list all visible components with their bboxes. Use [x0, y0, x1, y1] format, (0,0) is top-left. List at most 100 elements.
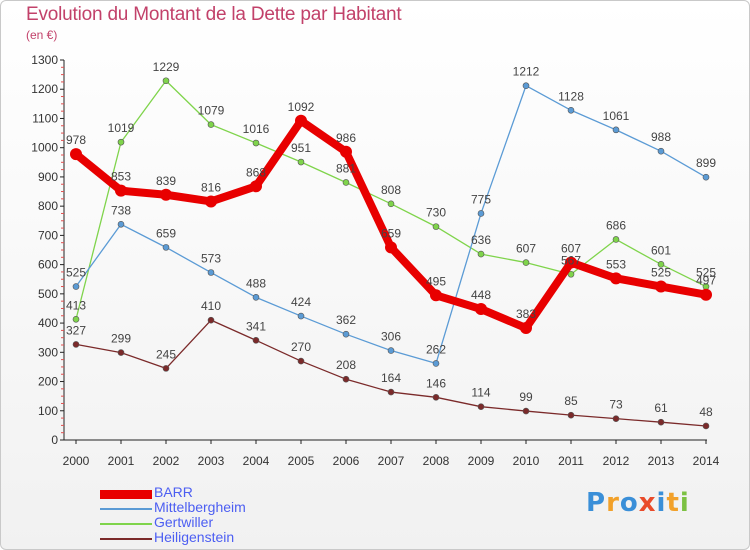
data-point-mittelbergheim	[72, 283, 80, 290]
data-point-heiligenstein	[387, 388, 395, 396]
series-layer	[70, 77, 712, 430]
y-tick-label: 100	[38, 404, 58, 418]
y-tick-label: 500	[38, 287, 58, 301]
data-point-gertwiller	[117, 138, 125, 146]
y-tick-label: 600	[38, 258, 58, 272]
data-label-mittelbergheim: 659	[156, 226, 176, 240]
data-label-gertwiller: 607	[516, 242, 536, 256]
legend-label: Mittelbergheim	[154, 499, 246, 515]
data-point-barr	[385, 241, 397, 254]
data-point-heiligenstein	[522, 407, 530, 415]
data-point-mittelbergheim	[432, 360, 440, 367]
data-point-gertwiller	[252, 139, 260, 147]
data-point-gertwiller	[342, 179, 350, 186]
x-tick-label: 2007	[378, 454, 405, 468]
data-label-heiligenstein: 208	[336, 358, 356, 372]
data-point-mittelbergheim	[567, 106, 575, 114]
data-point-gertwiller	[387, 200, 395, 208]
data-point-gertwiller	[477, 250, 485, 258]
data-label-gertwiller: 1016	[243, 122, 270, 136]
data-label-gertwiller: 808	[381, 183, 401, 197]
x-tick-label: 2004	[243, 454, 270, 468]
data-label-heiligenstein: 299	[111, 332, 131, 346]
data-point-gertwiller	[207, 121, 215, 128]
data-label-mittelbergheim: 262	[426, 342, 446, 356]
data-label-gertwiller: 730	[426, 206, 446, 220]
data-label-barr: 607	[561, 242, 581, 256]
data-label-heiligenstein: 61	[654, 401, 668, 415]
x-tick-label: 2014	[693, 454, 720, 468]
data-point-mittelbergheim	[297, 312, 305, 320]
y-tick-label: 1200	[31, 82, 58, 96]
proxiti-logo: Proxiti	[586, 488, 690, 518]
x-tick-label: 2009	[468, 454, 495, 468]
data-label-mittelbergheim: 525	[66, 266, 86, 280]
y-tick-label: 400	[38, 316, 58, 330]
data-label-mittelbergheim: 1212	[513, 65, 540, 79]
data-label-gertwiller: 567	[561, 253, 581, 267]
data-point-heiligenstein	[162, 365, 170, 372]
data-label-mittelbergheim: 306	[381, 330, 401, 344]
x-tick-label: 2008	[423, 454, 450, 468]
data-label-barr: 525	[651, 266, 671, 280]
data-label-heiligenstein: 114	[471, 386, 490, 400]
data-label-mittelbergheim: 1128	[558, 89, 584, 103]
x-tick-label: 2011	[558, 454, 584, 468]
data-point-mittelbergheim	[522, 82, 530, 90]
x-tick-label: 2000	[63, 454, 90, 468]
data-point-heiligenstein	[432, 394, 440, 401]
chart-title: Evolution du Montant de la Dette par Hab…	[26, 4, 402, 25]
y-tick-label: 300	[38, 345, 58, 359]
data-label-barr: 853	[111, 170, 131, 184]
data-point-heiligenstein	[207, 316, 215, 324]
data-label-heiligenstein: 85	[564, 394, 578, 408]
data-labels: 327 299 245 410 341 270 208 164 146 114 99 85 73 61 48…	[66, 60, 716, 419]
data-point-heiligenstein	[252, 337, 260, 344]
data-label-gertwiller: 1229	[153, 60, 180, 74]
data-point-mittelbergheim	[657, 147, 665, 155]
data-label-barr: 1092	[288, 100, 315, 114]
data-point-gertwiller	[522, 259, 530, 266]
y-tick-label: 1000	[31, 141, 58, 155]
data-point-heiligenstein	[657, 418, 665, 426]
data-label-barr: 868	[246, 165, 266, 179]
data-point-gertwiller	[162, 77, 170, 85]
x-tick-label: 2012	[603, 454, 630, 468]
data-point-mittelbergheim	[207, 269, 215, 276]
data-point-mittelbergheim	[342, 330, 350, 338]
data-label-barr: 986	[336, 131, 356, 145]
logo-letter: P	[586, 488, 607, 518]
data-label-mittelbergheim: 738	[111, 203, 131, 217]
data-label-mittelbergheim: 362	[336, 313, 356, 327]
legend-swatch	[100, 538, 152, 540]
logo-letter: i	[656, 488, 667, 518]
data-label-barr: 659	[381, 226, 401, 240]
data-point-gertwiller	[657, 261, 665, 268]
data-point-barr	[295, 114, 307, 127]
data-point-barr	[340, 145, 352, 158]
data-label-mittelbergheim: 573	[201, 252, 221, 266]
data-point-barr	[250, 180, 262, 193]
data-point-barr	[475, 303, 487, 316]
y-tick-label: 200	[38, 375, 58, 389]
data-label-barr: 383	[516, 307, 536, 321]
logo-letter: r	[606, 488, 620, 518]
data-label-mittelbergheim: 988	[651, 130, 671, 144]
data-point-gertwiller	[432, 223, 440, 230]
data-point-gertwiller	[567, 270, 575, 278]
data-point-mittelbergheim	[702, 173, 710, 181]
data-label-heiligenstein: 327	[66, 323, 86, 337]
data-point-heiligenstein	[297, 357, 305, 365]
data-point-barr	[70, 148, 82, 161]
y-tick-label: 1100	[32, 111, 58, 125]
data-point-gertwiller	[297, 158, 305, 166]
data-point-heiligenstein	[702, 422, 710, 430]
logo-letter: o	[619, 488, 639, 518]
data-label-gertwiller: 413	[66, 298, 86, 312]
data-label-barr: 497	[696, 274, 716, 288]
data-point-barr	[160, 188, 172, 201]
data-point-heiligenstein	[567, 411, 575, 419]
data-label-heiligenstein: 73	[609, 398, 623, 412]
